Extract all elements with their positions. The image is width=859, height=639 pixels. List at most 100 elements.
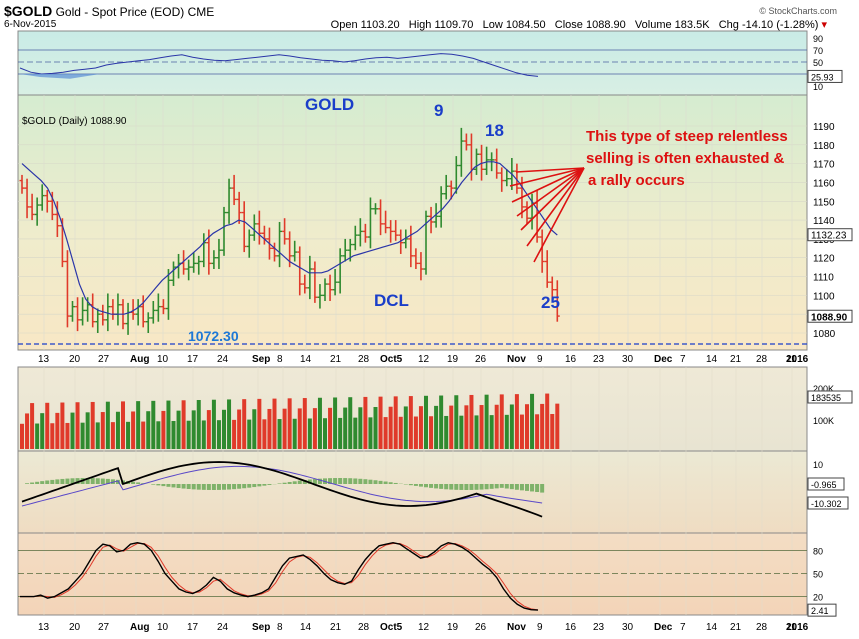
x-tick-label-top: 2016 (786, 354, 809, 365)
stochastic-k-line (20, 541, 539, 611)
stochastic-value-label: 2.41 (811, 606, 829, 616)
volume-bar (535, 414, 540, 449)
macd-histogram-bar (328, 478, 333, 484)
macd-histogram-bar (90, 478, 95, 484)
x-tick-label-bottom: 9 (537, 622, 543, 633)
volume-bar (449, 405, 454, 449)
macd-histogram-bar (151, 484, 156, 485)
annotation-25: 25 (541, 293, 560, 312)
volume-bar (353, 417, 358, 449)
volume-bar (176, 410, 181, 449)
volume-bar (126, 421, 131, 449)
macd-histogram-bar (353, 478, 358, 484)
macd-histogram-bar (449, 484, 454, 490)
rsi-oversold-fill (20, 74, 100, 79)
volume-bar (403, 406, 408, 449)
open-value: 1103.20 (360, 19, 400, 31)
volume-bar (388, 406, 393, 449)
volume-bar (272, 398, 277, 449)
x-tick-label-bottom: 13 (38, 622, 50, 633)
volume-bar (115, 411, 120, 449)
moving-average-line (21, 161, 558, 315)
macd-histogram-bar (216, 484, 221, 490)
last-price-box (807, 309, 853, 323)
annotation-arrow-line (520, 167, 585, 231)
annotation-support-value: 1072.30 (188, 328, 239, 344)
volume-bar (252, 409, 257, 449)
volume-bar (262, 419, 267, 449)
rsi-tick-label: 70 (813, 46, 823, 56)
instrument-name: Gold - Spot Price (EOD) (55, 5, 185, 19)
macd-histogram-bar (176, 484, 181, 489)
volume-bar (323, 418, 327, 449)
stochastic-value-box (807, 603, 837, 617)
macd-histogram-bar (408, 484, 413, 486)
x-tick-label-bottom: Dec (654, 622, 673, 633)
price-tick-label: 1190 (813, 122, 835, 133)
x-tick-label-top: 14 (300, 354, 312, 365)
volume-bar (146, 411, 151, 449)
x-tick-label-bottom: 14 (706, 622, 718, 633)
volume-bar (80, 422, 85, 449)
macd-histogram-bar (413, 484, 418, 486)
x-tick-label-bottom: 28 (756, 622, 768, 633)
macd-histogram-bar (373, 480, 378, 484)
macd-histogram-bar (100, 478, 105, 484)
x-tick-label-top: Sep (252, 354, 270, 365)
x-tick-label-bottom: 19 (447, 622, 459, 633)
x-tick-label-top: 21 (730, 354, 742, 365)
rsi-value-label: 25.93 (811, 72, 834, 82)
volume-bar (105, 401, 110, 449)
x-tick-label-bottom: 23 (593, 622, 605, 633)
volume-bar (156, 421, 161, 449)
x-tick-label-top: 9 (537, 354, 543, 365)
volume-bar (383, 417, 388, 449)
ma-value-box (807, 228, 853, 242)
x-tick-label-top: 20 (69, 354, 81, 365)
volume-bar (166, 400, 171, 449)
volume-bar (227, 399, 232, 449)
volume-bar (555, 403, 560, 449)
volume-bar (131, 411, 136, 449)
volume-bar (242, 399, 247, 449)
x-tick-label-top: 16 (565, 354, 577, 365)
close-value: 1088.90 (585, 19, 626, 31)
volume-bars (20, 393, 560, 449)
x-tick-label-bottom: 21 (330, 622, 342, 633)
macd-histogram-bar (348, 478, 353, 484)
volume-bar (171, 421, 176, 449)
macd-line (21, 461, 543, 518)
volume-bar (408, 396, 413, 449)
annotation-arrow-line (515, 167, 585, 173)
macd-histogram-bar (418, 484, 423, 487)
annotation-gold: GOLD (305, 95, 354, 114)
volume-bar (550, 414, 555, 449)
x-tick-label-top: 23 (593, 354, 605, 365)
macd-histogram-bar (368, 479, 373, 484)
macd-histogram-bar (45, 480, 50, 484)
x-tick-label-top: 10 (157, 354, 169, 365)
volume-bar (540, 403, 545, 449)
macd-histogram-bar (262, 484, 267, 486)
macd-histogram-bar (388, 482, 393, 484)
volume-bar (141, 421, 146, 449)
x-tick-label-bottom: Nov (507, 622, 526, 633)
volume-bar (424, 395, 428, 449)
price-tick-label: 1080 (813, 329, 836, 340)
volume-bar (237, 409, 242, 449)
volume-bar (292, 418, 297, 449)
macd-histogram-bar (469, 484, 474, 490)
volume-bar (60, 402, 65, 449)
x-tick-label-bottom: 21 (730, 622, 742, 633)
volume-bar (257, 398, 262, 449)
volume-bar (50, 423, 55, 449)
volume-bar (45, 402, 50, 449)
volume-bar (413, 416, 418, 449)
volume-bar (459, 415, 464, 449)
price-tick-label: 1160 (813, 178, 835, 189)
volume-bar (333, 397, 338, 449)
macd-histogram-bar (459, 484, 464, 490)
volume-bar (211, 399, 216, 449)
volume-bar (307, 418, 312, 449)
